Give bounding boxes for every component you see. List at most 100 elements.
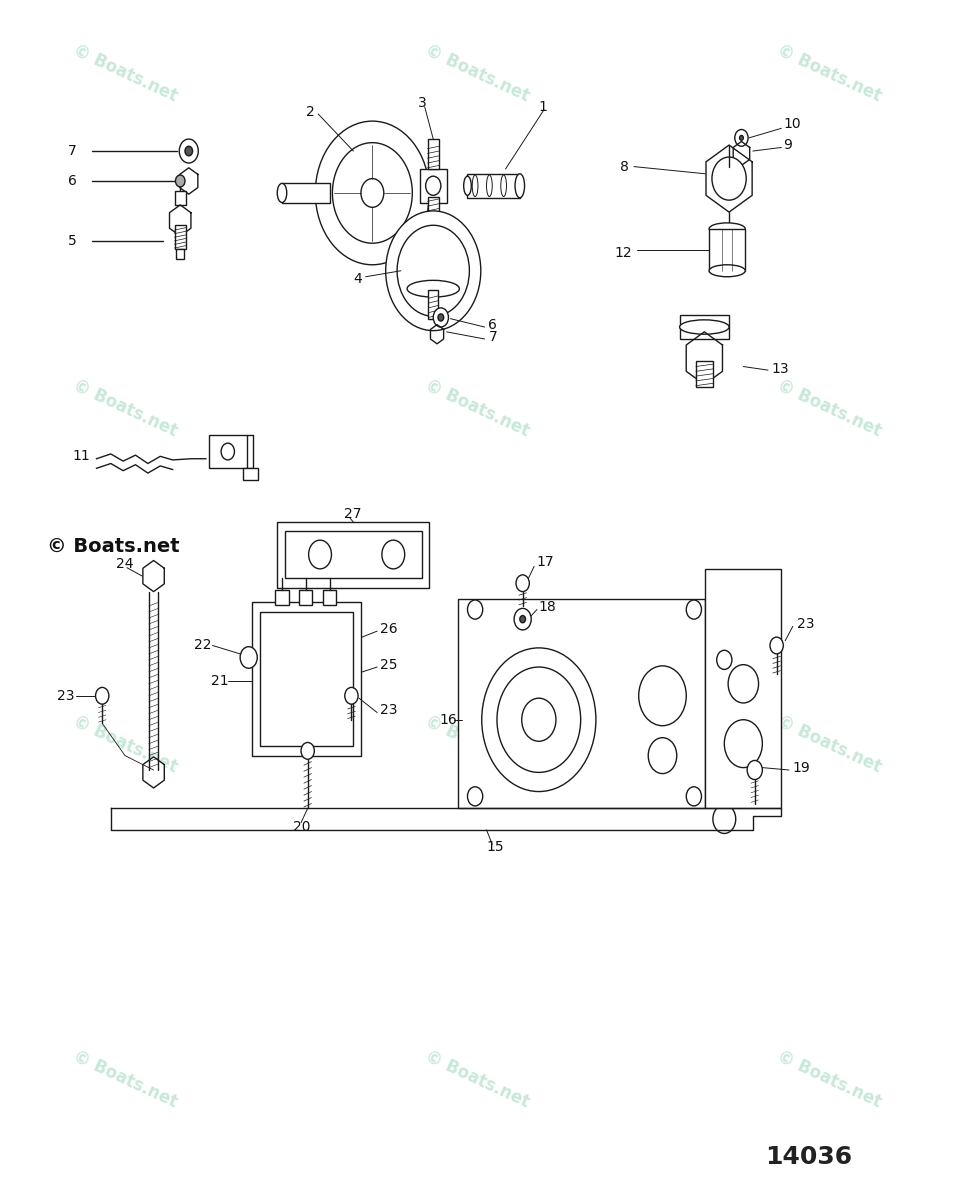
Circle shape bbox=[514, 608, 531, 630]
Ellipse shape bbox=[486, 175, 492, 197]
Circle shape bbox=[734, 130, 747, 146]
Circle shape bbox=[175, 175, 185, 187]
Text: © Boats.net: © Boats.net bbox=[773, 41, 883, 106]
Circle shape bbox=[221, 443, 234, 460]
Text: 20: 20 bbox=[294, 821, 311, 834]
Circle shape bbox=[179, 139, 198, 163]
Text: © Boats.net: © Boats.net bbox=[47, 536, 179, 556]
Polygon shape bbox=[170, 205, 191, 236]
Text: 7: 7 bbox=[488, 330, 497, 343]
Circle shape bbox=[521, 698, 556, 742]
Circle shape bbox=[301, 743, 314, 760]
Text: 11: 11 bbox=[72, 449, 91, 463]
Circle shape bbox=[739, 136, 742, 140]
Text: © Boats.net: © Boats.net bbox=[773, 377, 883, 440]
Circle shape bbox=[712, 805, 735, 834]
Polygon shape bbox=[685, 332, 721, 384]
Circle shape bbox=[716, 650, 731, 670]
Circle shape bbox=[425, 176, 440, 196]
Polygon shape bbox=[179, 168, 197, 194]
Circle shape bbox=[396, 226, 469, 317]
Circle shape bbox=[341, 630, 360, 654]
Text: 23: 23 bbox=[796, 617, 813, 631]
Text: 10: 10 bbox=[782, 116, 801, 131]
Ellipse shape bbox=[404, 236, 461, 253]
Text: 8: 8 bbox=[619, 160, 628, 174]
Text: © Boats.net: © Boats.net bbox=[773, 712, 883, 775]
Bar bbox=[419, 169, 446, 203]
Text: 17: 17 bbox=[536, 554, 553, 569]
Text: © Boats.net: © Boats.net bbox=[421, 377, 532, 440]
Polygon shape bbox=[705, 145, 751, 212]
Circle shape bbox=[344, 688, 357, 704]
Text: 1: 1 bbox=[538, 100, 547, 114]
Text: © Boats.net: © Boats.net bbox=[421, 712, 532, 775]
Circle shape bbox=[385, 211, 480, 331]
Bar bbox=[209, 434, 247, 468]
Text: 21: 21 bbox=[211, 674, 228, 689]
Ellipse shape bbox=[708, 223, 744, 235]
Polygon shape bbox=[733, 142, 749, 166]
Circle shape bbox=[685, 600, 700, 619]
Text: 4: 4 bbox=[353, 272, 362, 286]
Bar bbox=[174, 226, 186, 250]
Bar bbox=[252, 602, 360, 756]
Circle shape bbox=[467, 600, 482, 619]
Text: 15: 15 bbox=[486, 840, 503, 853]
Ellipse shape bbox=[708, 265, 744, 277]
Text: © Boats.net: © Boats.net bbox=[70, 377, 180, 440]
Bar bbox=[277, 522, 429, 588]
Circle shape bbox=[711, 157, 745, 200]
Text: 23: 23 bbox=[379, 703, 397, 718]
Circle shape bbox=[314, 121, 429, 265]
Polygon shape bbox=[143, 560, 164, 592]
Text: 25: 25 bbox=[379, 658, 397, 672]
Text: 6: 6 bbox=[68, 174, 77, 188]
Bar bbox=[282, 184, 329, 203]
Circle shape bbox=[497, 667, 580, 773]
Ellipse shape bbox=[472, 175, 477, 197]
Bar bbox=[695, 360, 712, 386]
Text: 16: 16 bbox=[438, 713, 456, 727]
Bar bbox=[427, 139, 438, 169]
Bar bbox=[428, 290, 437, 319]
Text: 12: 12 bbox=[614, 246, 631, 260]
Ellipse shape bbox=[407, 281, 459, 298]
Bar bbox=[427, 197, 438, 227]
Bar bbox=[260, 612, 353, 746]
Bar bbox=[176, 250, 184, 259]
Circle shape bbox=[723, 720, 761, 768]
Text: 14036: 14036 bbox=[765, 1145, 852, 1169]
Text: 19: 19 bbox=[792, 761, 810, 775]
Bar bbox=[467, 174, 519, 198]
Circle shape bbox=[337, 666, 356, 690]
Ellipse shape bbox=[500, 175, 506, 197]
Text: © Boats.net: © Boats.net bbox=[70, 41, 180, 106]
Circle shape bbox=[360, 179, 383, 208]
Bar bbox=[285, 530, 421, 578]
Circle shape bbox=[481, 648, 596, 792]
Circle shape bbox=[727, 665, 758, 703]
Bar bbox=[708, 229, 744, 271]
Bar bbox=[275, 590, 289, 605]
Bar bbox=[299, 590, 313, 605]
Circle shape bbox=[516, 575, 529, 592]
Text: 18: 18 bbox=[538, 600, 556, 614]
Circle shape bbox=[437, 314, 443, 322]
Ellipse shape bbox=[277, 184, 287, 203]
Ellipse shape bbox=[515, 174, 524, 198]
Circle shape bbox=[433, 308, 448, 328]
Circle shape bbox=[332, 143, 412, 244]
Text: 13: 13 bbox=[771, 362, 789, 376]
Text: 3: 3 bbox=[417, 96, 426, 110]
Circle shape bbox=[343, 673, 351, 683]
Text: © Boats.net: © Boats.net bbox=[70, 1046, 180, 1111]
Bar bbox=[322, 590, 335, 605]
Circle shape bbox=[769, 637, 782, 654]
Text: © Boats.net: © Boats.net bbox=[773, 1046, 883, 1111]
Bar bbox=[704, 569, 781, 809]
Text: 5: 5 bbox=[68, 234, 76, 248]
Bar bbox=[457, 599, 704, 809]
Polygon shape bbox=[143, 757, 164, 788]
Text: 7: 7 bbox=[68, 144, 76, 158]
